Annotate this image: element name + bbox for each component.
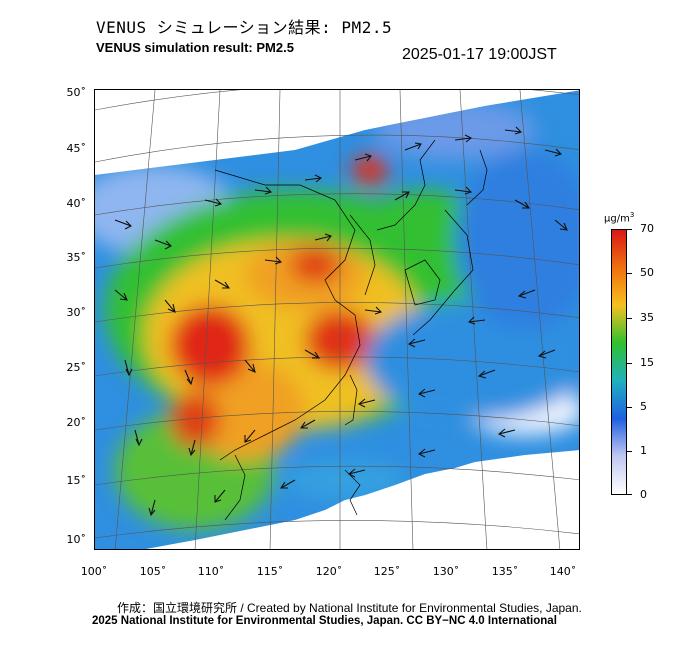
lat-label: 50˚: [66, 86, 87, 99]
colorbar: [611, 229, 627, 495]
colorbar-tick-label: 70: [640, 222, 654, 235]
lat-label: 25˚: [66, 361, 87, 374]
credit-jp: 作成：国立環境研究所 / Created by National Institu…: [117, 601, 582, 615]
colorbar-tick-label: 5: [640, 400, 647, 413]
lon-label: 110˚: [197, 565, 225, 578]
pm25-field: [95, 90, 579, 549]
lon-label: 130˚: [432, 565, 460, 578]
lon-label: 140˚: [549, 565, 577, 578]
title-en: VENUS simulation result: PM2.5: [96, 40, 294, 55]
colorbar-tick-label: 1: [640, 444, 647, 457]
timestamp: 2025-01-17 19:00JST: [402, 46, 557, 63]
lat-label: 40˚: [66, 197, 87, 210]
lon-label: 120˚: [315, 565, 343, 578]
title-jp: VENUS シミュレーション結果: PM2.5: [96, 18, 393, 37]
pm25-map: [95, 90, 579, 549]
coastlines: [214, 139, 488, 521]
lat-label: 10˚: [66, 533, 87, 546]
colorbar-unit: μg/m3: [604, 211, 635, 225]
graticule: [95, 90, 579, 549]
colorbar-tick-label: 35: [640, 311, 654, 324]
lon-label: 100˚: [80, 565, 108, 578]
lat-label: 20˚: [66, 416, 87, 429]
wind-vectors: [114, 126, 568, 517]
map-frame: [94, 89, 580, 550]
lat-label: 45˚: [66, 142, 87, 155]
credit-en: 2025 National Institute for Environmenta…: [92, 615, 557, 627]
lon-label: 135˚: [491, 565, 519, 578]
lon-label: 115˚: [256, 565, 284, 578]
lat-label: 30˚: [66, 306, 87, 319]
colorbar-tick-label: 50: [640, 266, 654, 279]
colorbar-tick-label: 0: [640, 488, 647, 501]
lat-label: 15˚: [66, 474, 87, 487]
lon-label: 125˚: [373, 565, 401, 578]
colorbar-tick-label: 15: [640, 356, 654, 369]
lat-label: 35˚: [66, 251, 87, 264]
lon-label: 105˚: [139, 565, 167, 578]
